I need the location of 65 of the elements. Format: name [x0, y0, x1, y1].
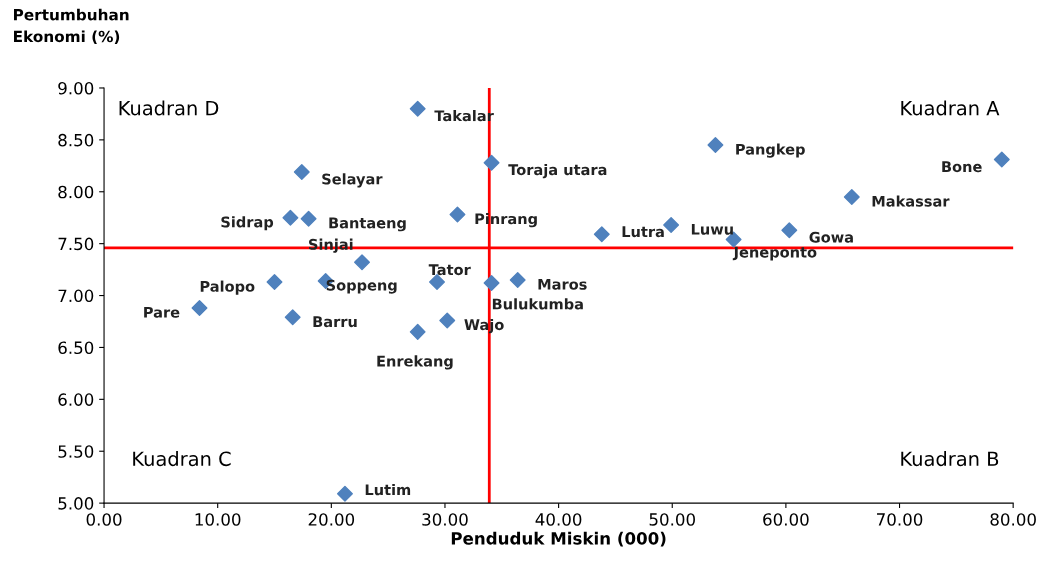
point	[409, 323, 426, 340]
point	[354, 254, 370, 271]
annotation: Kuadran D	[119, 100, 219, 116]
y-tick-label: 7.00	[58, 289, 94, 303]
y-axis-title: Pertumbuhan Ekonomi (%)	[14, 8, 129, 44]
annotation: Tator	[428, 264, 471, 276]
point	[300, 210, 317, 227]
x-tick-label: 20.00	[308, 513, 355, 526]
annotation: Sidrap	[221, 216, 274, 231]
y-tick-label: 5.00	[58, 497, 94, 510]
annotation: Kuadran C	[133, 451, 231, 467]
point	[336, 485, 353, 502]
point	[293, 164, 310, 181]
y-tick-label: 6.50	[58, 341, 94, 355]
annotation: Pare	[144, 306, 180, 318]
point	[993, 151, 1010, 168]
annotation: Pangkep	[736, 143, 805, 158]
y-tick-label: 7.50	[58, 237, 94, 251]
annotation: Jeneponto	[732, 246, 817, 261]
annotation: Barru	[313, 316, 357, 328]
point	[483, 154, 500, 171]
annotation: Lutra	[622, 226, 664, 238]
point	[284, 309, 301, 326]
x-tick-label: 60.00	[763, 513, 809, 526]
x-tick-label: 10.00	[195, 513, 241, 526]
x-tick-label: 40.00	[535, 513, 582, 526]
annotation: Bone	[942, 161, 982, 173]
annotation: Bantaeng	[329, 217, 406, 232]
point	[191, 300, 208, 316]
point	[781, 222, 798, 239]
y-tick-label: 5.50	[58, 445, 94, 458]
point	[282, 209, 299, 226]
point	[593, 226, 610, 243]
point	[266, 274, 283, 291]
y-tick-label: 6.00	[58, 393, 94, 406]
x-tick-label: 50.00	[649, 513, 695, 526]
y-tick-label: 8.00	[58, 185, 94, 199]
x-axis-title: Penduduk Miskin (000)	[451, 531, 666, 547]
annotation: Kuadran B	[901, 451, 999, 467]
y-tick-label: 9.00	[58, 81, 94, 95]
annotation: Palopo	[200, 280, 255, 295]
point	[843, 188, 860, 205]
annotation: Enrekang	[377, 355, 453, 370]
annotation: Luwu	[691, 223, 733, 235]
annotation: Kuadran A	[901, 100, 1000, 116]
annotation: Maros	[538, 278, 587, 290]
annotation: Makassar	[872, 195, 950, 207]
point	[509, 272, 526, 288]
annotation: Selayar	[322, 173, 383, 188]
point	[409, 100, 426, 117]
point	[663, 216, 680, 233]
y-tick-label: 8.50	[58, 133, 94, 147]
annotation: Gowa	[809, 231, 853, 243]
point	[439, 312, 456, 329]
x-tick-label: 30.00	[422, 513, 468, 526]
annotation: Soppeng	[326, 279, 397, 294]
annotation: Bulukumba	[492, 298, 583, 310]
point	[707, 137, 724, 154]
x-tick-label: 0.00	[86, 513, 122, 526]
annotation: Lutim	[365, 483, 411, 496]
x-tick-label: 70.00	[877, 513, 923, 526]
annotation: Toraja utara	[508, 163, 607, 179]
point	[449, 206, 466, 223]
x-tick-label: 80.00	[990, 513, 1036, 526]
point	[483, 275, 500, 292]
